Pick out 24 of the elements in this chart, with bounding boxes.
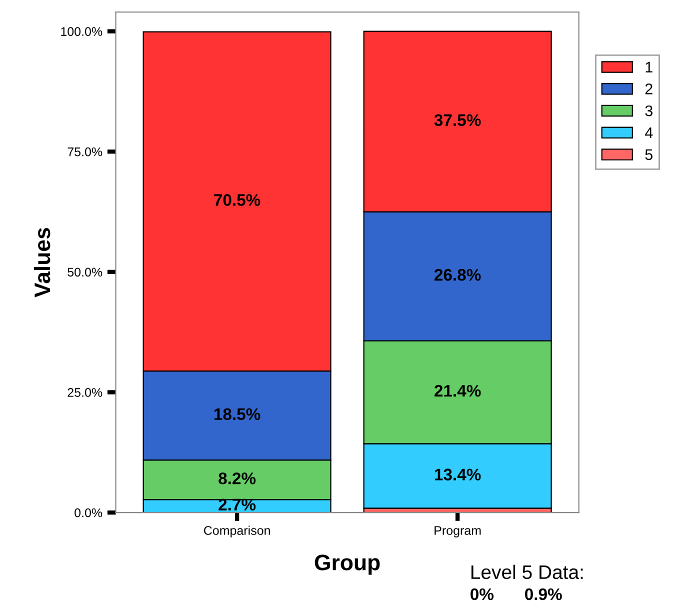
legend-label: 4 <box>644 127 653 138</box>
data-label: 18.5% <box>214 408 260 420</box>
legend-label: 5 <box>645 149 652 160</box>
y-tick-label: 75.0% <box>68 147 102 156</box>
legend-label: 2 <box>645 84 652 94</box>
y-tick-label: 0.0% <box>74 508 102 518</box>
data-label: 70.5% <box>214 194 260 206</box>
y-tick-label: 100.0% <box>61 27 102 36</box>
x-tick-label: Program <box>434 526 481 538</box>
y-tick-label: 50.0% <box>68 268 102 277</box>
x-axis-title: Group <box>314 554 380 575</box>
data-label: 8.2% <box>218 472 256 484</box>
data-label: 26.8% <box>434 268 481 281</box>
x-tick-label: Comparison <box>204 526 270 538</box>
legend-label: 1 <box>646 62 652 72</box>
text: Level 5 Data: <box>471 564 583 580</box>
data-label: 13.4% <box>434 468 481 480</box>
y-tick-label: 25.0% <box>68 388 102 397</box>
legend-label: 3 <box>645 105 652 116</box>
data-label: 21.4% <box>434 384 481 397</box>
text: 0.9% <box>525 588 562 600</box>
y-axis-title: Values <box>34 228 50 298</box>
data-label: 37.5% <box>434 114 481 126</box>
text: 0% <box>470 588 494 600</box>
